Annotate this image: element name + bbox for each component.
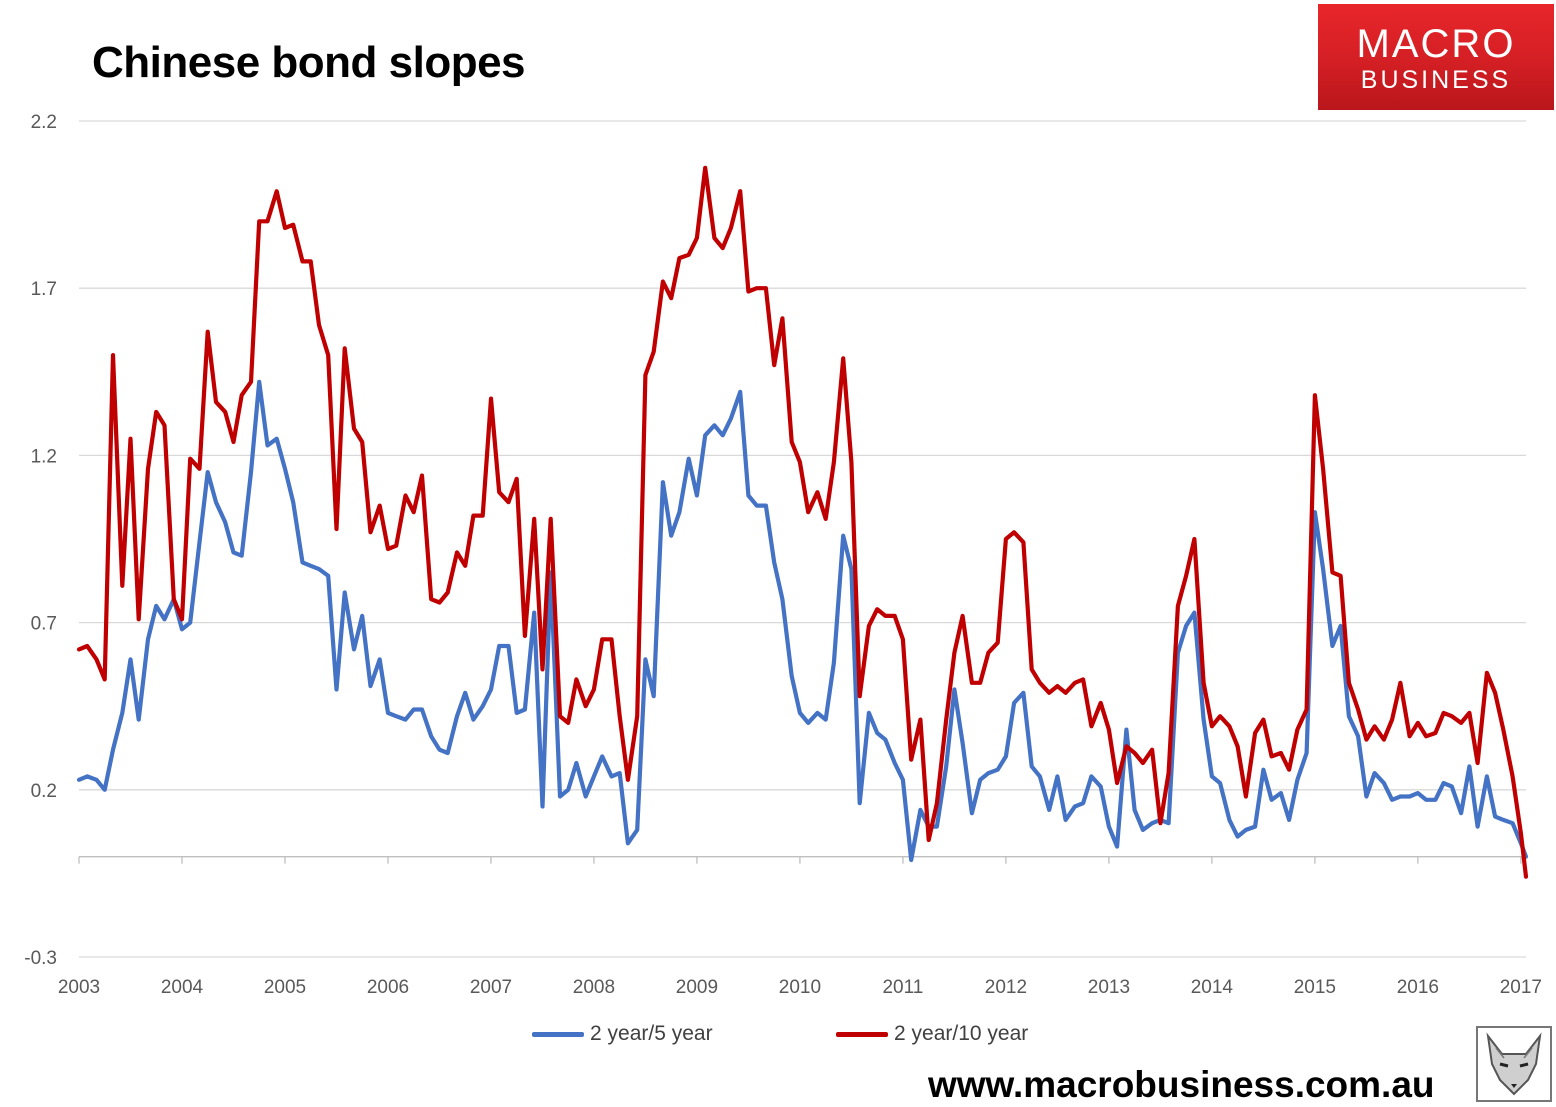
x-tick-label: 2004	[161, 977, 204, 998]
x-tick-label: 2006	[367, 977, 409, 998]
x-tick-label: 2013	[1088, 977, 1130, 998]
x-tick-label: 2011	[882, 977, 923, 998]
x-tick-label: 2017	[1500, 977, 1542, 998]
series-line-2y5y	[76, 379, 1529, 863]
x-tick-label: 2008	[573, 977, 615, 998]
x-tick-label: 2010	[779, 977, 821, 998]
logo-line1: MACRO	[1356, 22, 1516, 66]
y-tick-label: 1.7	[31, 279, 57, 300]
series-lines	[76, 165, 1529, 879]
x-tick-label: 2016	[1397, 977, 1439, 998]
website-url[interactable]: www.macrobusiness.com.au	[928, 1064, 1435, 1105]
series-line-2y10y	[76, 165, 1529, 879]
y-axis: 2.2 1.7 1.2 0.7 0.2 -0.3	[24, 112, 57, 969]
legend-swatch-2y5y	[532, 1031, 584, 1037]
legend-label-2y5y: 2 year/5 year	[590, 1022, 713, 1045]
legend-label-2y10y: 2 year/10 year	[894, 1022, 1029, 1045]
y-tick-label: 1.2	[31, 446, 57, 467]
chart-title: Chinese bond slopes	[92, 38, 526, 87]
legend: 2 year/5 year 2 year/10 year	[0, 1022, 1556, 1052]
x-tick-label: 2014	[1191, 977, 1234, 998]
y-tick-label: 0.2	[31, 781, 57, 802]
x-tick-label: 2005	[264, 977, 306, 998]
x-tick-label: 2009	[676, 977, 718, 998]
x-tick-label: 2012	[985, 977, 1027, 998]
legend-item-2y10y: 2 year/10 year	[836, 1022, 1028, 1046]
x-axis: 2003 2004 2005 2006 2007 2008 2009 2010 2011 2012…	[58, 856, 1542, 998]
gridlines	[79, 120, 1526, 958]
x-tick-label: 2007	[470, 977, 512, 998]
fox-icon	[1476, 1026, 1552, 1102]
x-tick-label: 2003	[58, 977, 100, 998]
y-tick-label: 0.7	[31, 614, 57, 635]
y-tick-label: 2.2	[31, 112, 57, 133]
macrobusiness-logo: MACRO BUSINESS	[1318, 4, 1554, 110]
x-tick-label: 2015	[1294, 977, 1336, 998]
y-tick-label: -0.3	[24, 948, 57, 969]
legend-item-2y5y: 2 year/5 year	[532, 1022, 713, 1046]
legend-swatch-2y10y	[836, 1031, 888, 1037]
logo-line2: BUSINESS	[1360, 66, 1512, 94]
